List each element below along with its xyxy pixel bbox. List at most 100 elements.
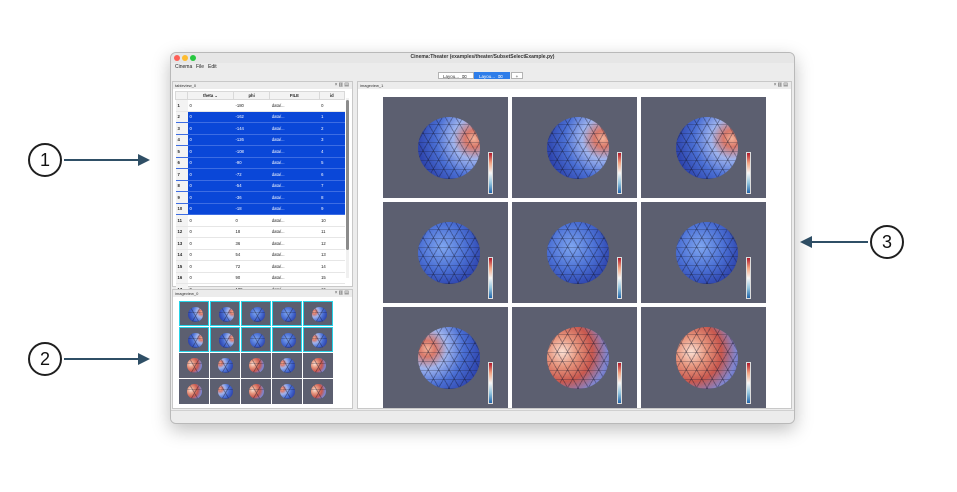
tab-layout-2[interactable]: Layou... ⌧ (474, 72, 510, 79)
cell-phi: 90 (233, 272, 270, 284)
table-scrollbar-thumb[interactable] (346, 100, 349, 250)
panel-controls: ×▥▤ (335, 290, 350, 297)
cell-theta: 0 (187, 191, 234, 204)
color-legend-bar (617, 152, 622, 194)
thumbnail-image[interactable] (241, 327, 271, 352)
split-panel-vertical-icon[interactable]: ▤ (344, 82, 350, 88)
tab-label: Layou... (479, 74, 496, 79)
table-row[interactable]: 12 0 18 data/... 11 (175, 226, 345, 238)
thumbnail-image[interactable] (241, 301, 271, 326)
thumbnail-image[interactable] (272, 379, 302, 404)
table-row[interactable]: 13 0 36 data/... 12 (175, 237, 345, 250)
thumbnail-image[interactable] (241, 353, 271, 378)
column-header-id[interactable]: id (318, 91, 346, 100)
thumbnail-image[interactable] (210, 327, 240, 352)
render-image[interactable] (383, 202, 508, 303)
column-header-file[interactable]: FILE (269, 91, 320, 100)
thumbnail-image[interactable] (210, 353, 240, 378)
render-image[interactable] (641, 307, 766, 408)
menu-edit[interactable]: Edit (208, 64, 217, 70)
table-row[interactable]: 5 0 -108 data/... 4 (175, 145, 345, 158)
image-grid (383, 97, 768, 409)
tab-layout-1[interactable]: Layou... ⌧ (438, 72, 474, 79)
thumbnail-image[interactable] (179, 379, 209, 404)
table-panel: tableview_0 ×▥▤ theta ⌄ phi FILE id 1 0 -1… (172, 81, 353, 296)
close-panel-icon[interactable]: × (334, 82, 339, 88)
close-window-button[interactable] (174, 55, 180, 61)
render-image[interactable] (383, 307, 508, 408)
row-number: 5 (175, 145, 188, 158)
table-row[interactable]: 10 0 -18 data/... 9 (175, 203, 345, 215)
table-row[interactable]: 4 0 -126 data/... 3 (175, 134, 345, 146)
cell-file: data/... (269, 203, 320, 215)
cell-theta: 0 (187, 203, 234, 215)
table-row[interactable]: 11 0 0 data/... 10 (175, 214, 345, 227)
close-panel-icon[interactable]: × (334, 290, 339, 296)
cell-theta: 0 (187, 122, 234, 135)
tab-close-icon[interactable]: ⌧ (462, 74, 467, 79)
cell-id: 12 (319, 237, 345, 250)
row-number: 6 (175, 157, 188, 169)
render-image[interactable] (512, 97, 637, 198)
menu-file[interactable]: File (196, 64, 205, 70)
table-scrollbar[interactable] (346, 98, 349, 278)
sphere-render (418, 117, 480, 179)
split-panel-icon[interactable]: ▥ (777, 82, 784, 88)
column-header-theta[interactable]: theta ⌄ (187, 91, 234, 100)
table-row[interactable]: 9 0 -36 data/... 8 (175, 191, 345, 204)
add-tab-button[interactable]: + (511, 72, 523, 79)
sphere-thumbnail (219, 307, 234, 322)
thumbnail-image[interactable] (179, 353, 209, 378)
cell-file: data/... (269, 191, 320, 204)
thumbnail-image[interactable] (210, 379, 240, 404)
table-row[interactable]: 16 0 90 data/... 15 (175, 272, 345, 284)
minimize-window-button[interactable] (182, 55, 188, 61)
close-panel-icon[interactable]: × (773, 82, 778, 88)
thumbnail-image[interactable] (303, 353, 333, 378)
thumbnail-image[interactable] (303, 301, 333, 326)
cell-id: 13 (319, 249, 345, 261)
thumbnail-image[interactable] (303, 327, 333, 352)
cell-file: data/... (269, 122, 320, 135)
sphere-render (547, 222, 609, 284)
thumbnail-image[interactable] (241, 379, 271, 404)
table-row[interactable]: 15 0 72 data/... 14 (175, 260, 345, 273)
table-row[interactable]: 8 0 -54 data/... 7 (175, 180, 345, 192)
row-number: 13 (175, 237, 188, 250)
split-panel-vertical-icon[interactable]: ▤ (783, 82, 789, 88)
sphere-thumbnail (280, 384, 295, 399)
table-row[interactable]: 14 0 54 data/... 13 (175, 249, 345, 261)
panel-title: imageview_0 (173, 290, 352, 297)
thumbnail-image[interactable] (210, 301, 240, 326)
zoom-window-button[interactable] (190, 55, 196, 61)
thumbnail-image[interactable] (179, 301, 209, 326)
thumbnail-image[interactable] (272, 301, 302, 326)
cell-file: data/... (269, 272, 320, 284)
tab-close-icon[interactable]: ⌧ (498, 74, 503, 79)
split-panel-icon[interactable]: ▥ (338, 82, 345, 88)
render-image[interactable] (641, 97, 766, 198)
render-image[interactable] (383, 97, 508, 198)
callout-3-arrowhead (800, 236, 812, 248)
render-image[interactable] (512, 202, 637, 303)
cell-phi: -108 (233, 145, 270, 158)
render-image[interactable] (512, 307, 637, 408)
menu-cinema[interactable]: Cinema (175, 64, 193, 70)
thumbnail-image[interactable] (179, 327, 209, 352)
table-row[interactable]: 7 0 -72 data/... 6 (175, 168, 345, 181)
color-legend-bar (746, 257, 751, 299)
sphere-thumbnail (249, 358, 264, 373)
thumbnail-image[interactable] (272, 353, 302, 378)
table-row[interactable]: 2 0 -162 data/... 1 (175, 111, 345, 123)
table-row[interactable]: 6 0 -90 data/... 5 (175, 157, 345, 169)
thumbnail-image[interactable] (303, 379, 333, 404)
thumbnail-image[interactable] (272, 327, 302, 352)
render-image[interactable] (641, 202, 766, 303)
sphere-thumbnail (312, 307, 327, 322)
split-panel-icon[interactable]: ▥ (338, 290, 345, 296)
table-row[interactable]: 3 0 -144 data/... 2 (175, 122, 345, 135)
table-row[interactable]: 1 0 -180 data/... 0 (175, 99, 345, 112)
column-header-phi[interactable]: phi (232, 91, 271, 100)
split-panel-vertical-icon[interactable]: ▤ (344, 290, 350, 296)
plus-icon: + (515, 74, 519, 79)
